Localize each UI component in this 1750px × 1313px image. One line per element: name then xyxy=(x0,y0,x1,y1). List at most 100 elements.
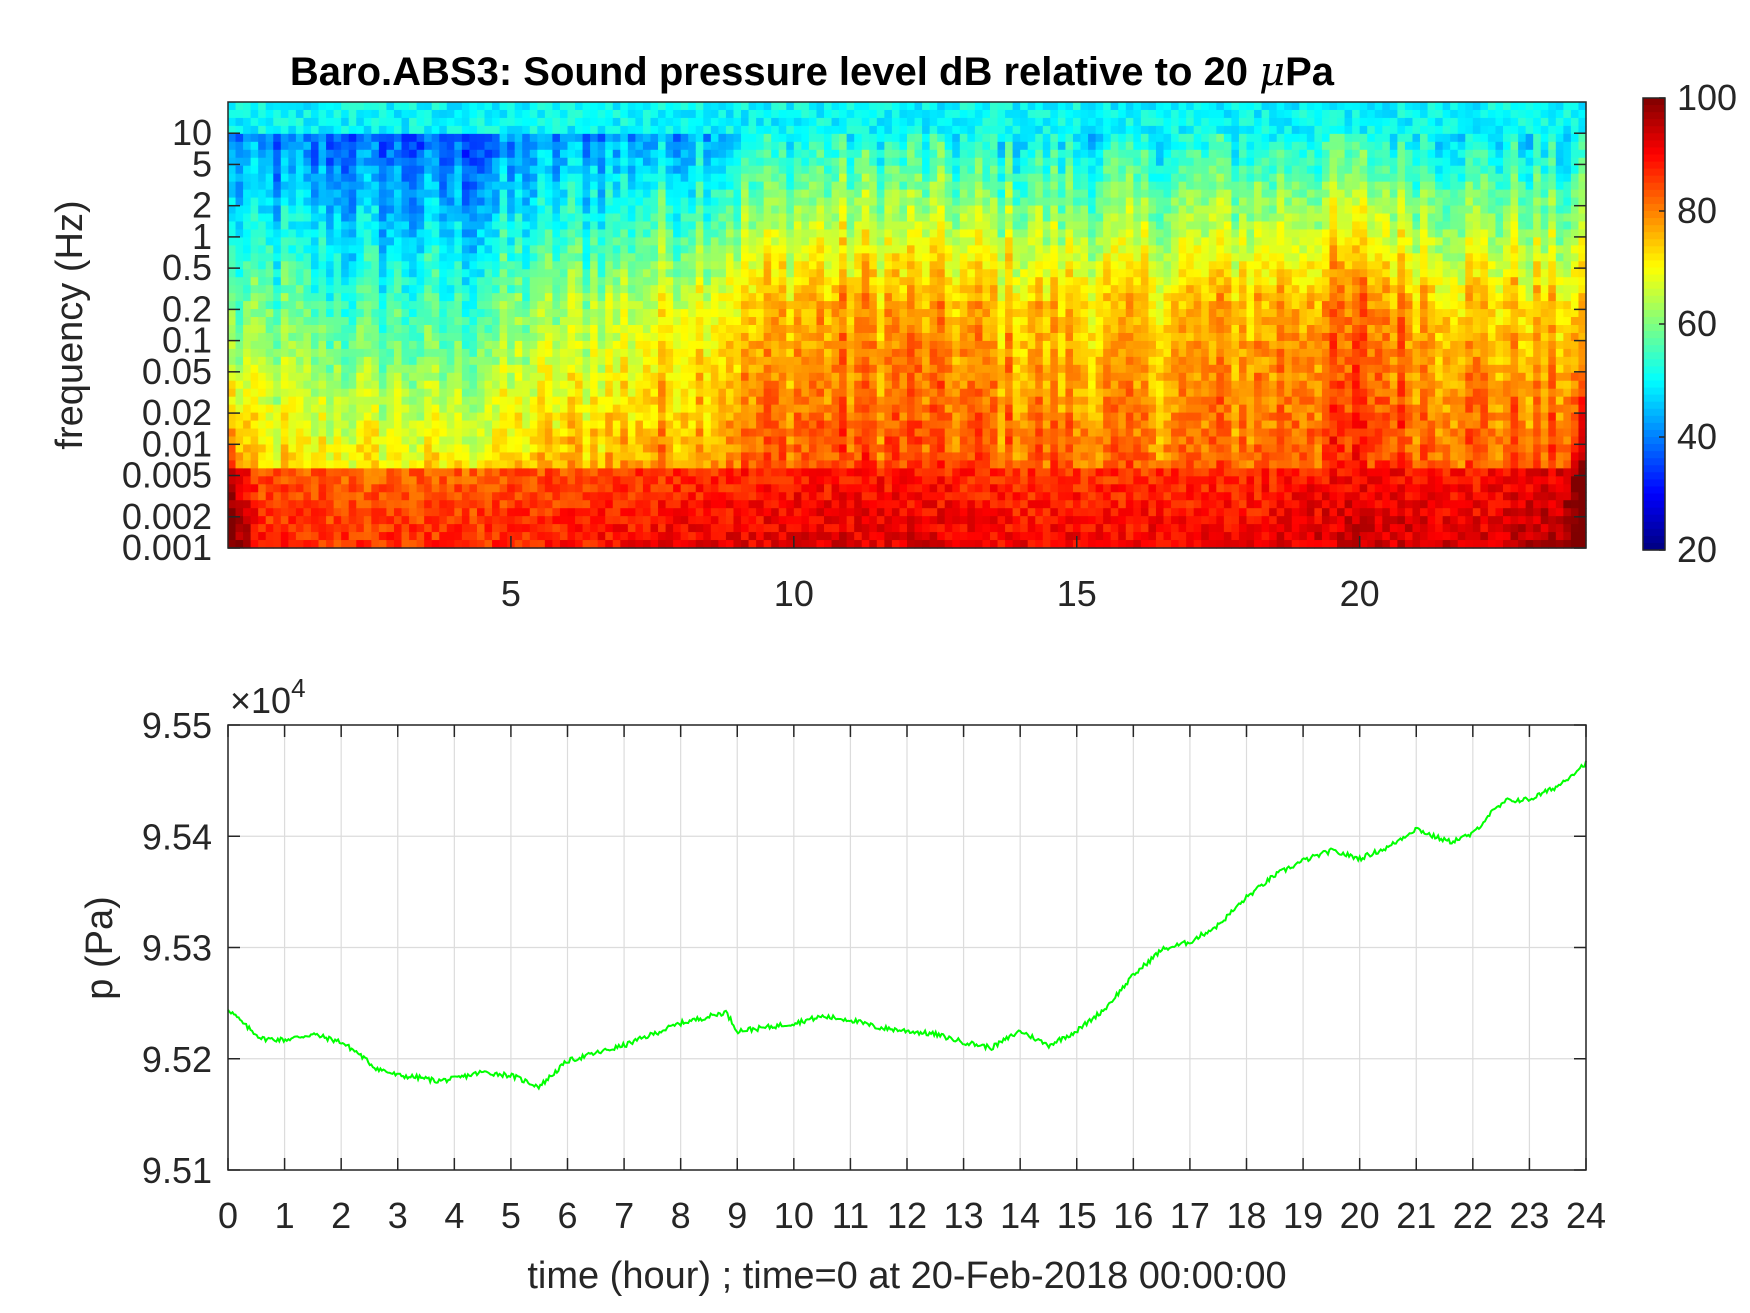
spectrogram-cell xyxy=(303,205,312,215)
spectrogram-cell xyxy=(620,516,629,525)
spectrogram-cell xyxy=(824,500,833,509)
spectrogram-cell xyxy=(439,468,448,477)
spectrogram-cell xyxy=(899,133,908,143)
spectrogram-cell xyxy=(816,380,825,390)
spectrogram-cell xyxy=(378,181,388,191)
spectrogram-cell xyxy=(295,404,305,414)
spectrogram-cell xyxy=(393,380,403,390)
spectrogram-cell xyxy=(409,117,418,127)
spectrogram-cell xyxy=(839,484,848,493)
spectrogram-cell xyxy=(265,325,274,334)
spectrogram-cell xyxy=(861,524,870,533)
spectrogram-cell xyxy=(424,277,433,286)
spectrogram-cell xyxy=(318,189,327,199)
spectrogram-cell xyxy=(650,388,659,398)
spectrogram-cell xyxy=(884,253,893,262)
spectrogram-cell xyxy=(824,117,833,127)
spectrogram-cell xyxy=(658,500,667,509)
spectrogram-cell xyxy=(341,301,350,310)
spectrogram-cell xyxy=(884,317,893,326)
spectrogram-cell xyxy=(680,508,689,517)
spectrogram-cell xyxy=(416,293,425,302)
spectrogram-cell xyxy=(303,293,312,302)
spectrogram-cell xyxy=(258,460,267,469)
spectrogram-cell xyxy=(393,388,403,398)
spectrogram-cell xyxy=(778,388,787,398)
spectrogram-cell xyxy=(537,285,546,294)
spectrogram-cell xyxy=(424,428,433,438)
spectrogram-cell xyxy=(326,293,335,302)
spectrogram-cell xyxy=(318,332,327,342)
spectrogram-cell xyxy=(627,277,636,286)
spectrogram-cell xyxy=(673,508,682,517)
spectrogram-cell xyxy=(627,253,636,262)
spectrogram-cell xyxy=(786,133,795,143)
spectrogram-cell xyxy=(771,388,780,398)
spectrogram-cell xyxy=(507,420,516,430)
spectrogram-cell xyxy=(544,540,554,549)
spectrogram-cell xyxy=(318,404,327,414)
spectrogram-cell xyxy=(891,420,901,430)
spectrogram-cell xyxy=(348,317,357,326)
spectrogram-cell xyxy=(710,396,719,406)
spectrogram-cell xyxy=(333,500,342,509)
spectrogram-cell xyxy=(748,261,757,270)
spectrogram-cell xyxy=(310,492,320,501)
spectrogram-cell xyxy=(469,205,478,215)
spectrogram-cell xyxy=(876,436,885,446)
spectrogram-cell xyxy=(446,277,455,286)
spectrogram-cell xyxy=(793,428,802,438)
spectrogram-cell xyxy=(258,245,267,254)
spectrogram-cell xyxy=(484,237,493,246)
spectrogram-cell xyxy=(831,301,840,310)
spectrogram-cell xyxy=(499,229,508,238)
spectrogram-cell xyxy=(280,436,289,446)
spectrogram-cell xyxy=(680,524,689,533)
spectrogram-cell xyxy=(559,109,569,119)
spectrogram-cell xyxy=(710,492,719,501)
spectrogram-cell xyxy=(771,460,780,469)
spectrogram-cell xyxy=(492,205,501,215)
spectrogram-cell xyxy=(793,524,802,533)
spectrogram-cell xyxy=(741,372,750,382)
spectrogram-cell xyxy=(824,468,833,477)
spectrogram-cell xyxy=(416,356,425,366)
spectrogram-cell xyxy=(590,428,599,438)
spectrogram-cell xyxy=(884,261,893,270)
spectrogram-cell xyxy=(341,173,350,183)
spectrogram-cell xyxy=(454,524,463,533)
spectrogram-cell xyxy=(846,102,855,111)
spectrogram-cell xyxy=(424,149,433,159)
spectrogram-cell xyxy=(514,165,523,175)
spectrogram-cell xyxy=(265,205,274,215)
spectrogram-cell xyxy=(537,380,546,390)
spectrogram-cell xyxy=(454,404,463,414)
spectrogram-cell xyxy=(741,460,750,469)
spectrogram-cell xyxy=(824,372,833,382)
spectrogram-cell xyxy=(228,293,237,302)
spectrogram-cell xyxy=(703,309,712,318)
spectrogram-cell xyxy=(469,476,478,485)
spectrogram-cell xyxy=(326,452,335,461)
spectrogram-cell xyxy=(718,245,727,254)
spectrogram-cell xyxy=(529,229,538,238)
spectrogram-cell xyxy=(409,516,418,525)
spectrogram-cell xyxy=(839,125,848,135)
spectrogram-cell xyxy=(763,293,772,302)
spectrogram-cell xyxy=(559,301,569,310)
spectrogram-cell xyxy=(409,508,418,517)
spectrogram-cell xyxy=(250,388,259,398)
spectrogram-cell xyxy=(529,213,538,223)
spectrogram-cell xyxy=(846,340,855,350)
spectrogram-cell xyxy=(665,436,674,446)
spectrogram-cell xyxy=(386,372,395,382)
spectrogram-cell xyxy=(559,436,569,446)
spectrogram-cell xyxy=(861,444,870,454)
spectrogram-cell xyxy=(650,380,659,390)
spectrogram-cell xyxy=(303,253,312,262)
spectrogram-cell xyxy=(658,412,667,422)
spectrogram-cell xyxy=(537,102,546,111)
spectrogram-cell xyxy=(552,165,561,175)
spectrogram-cell xyxy=(756,285,765,294)
spectrogram-cell xyxy=(854,516,863,525)
